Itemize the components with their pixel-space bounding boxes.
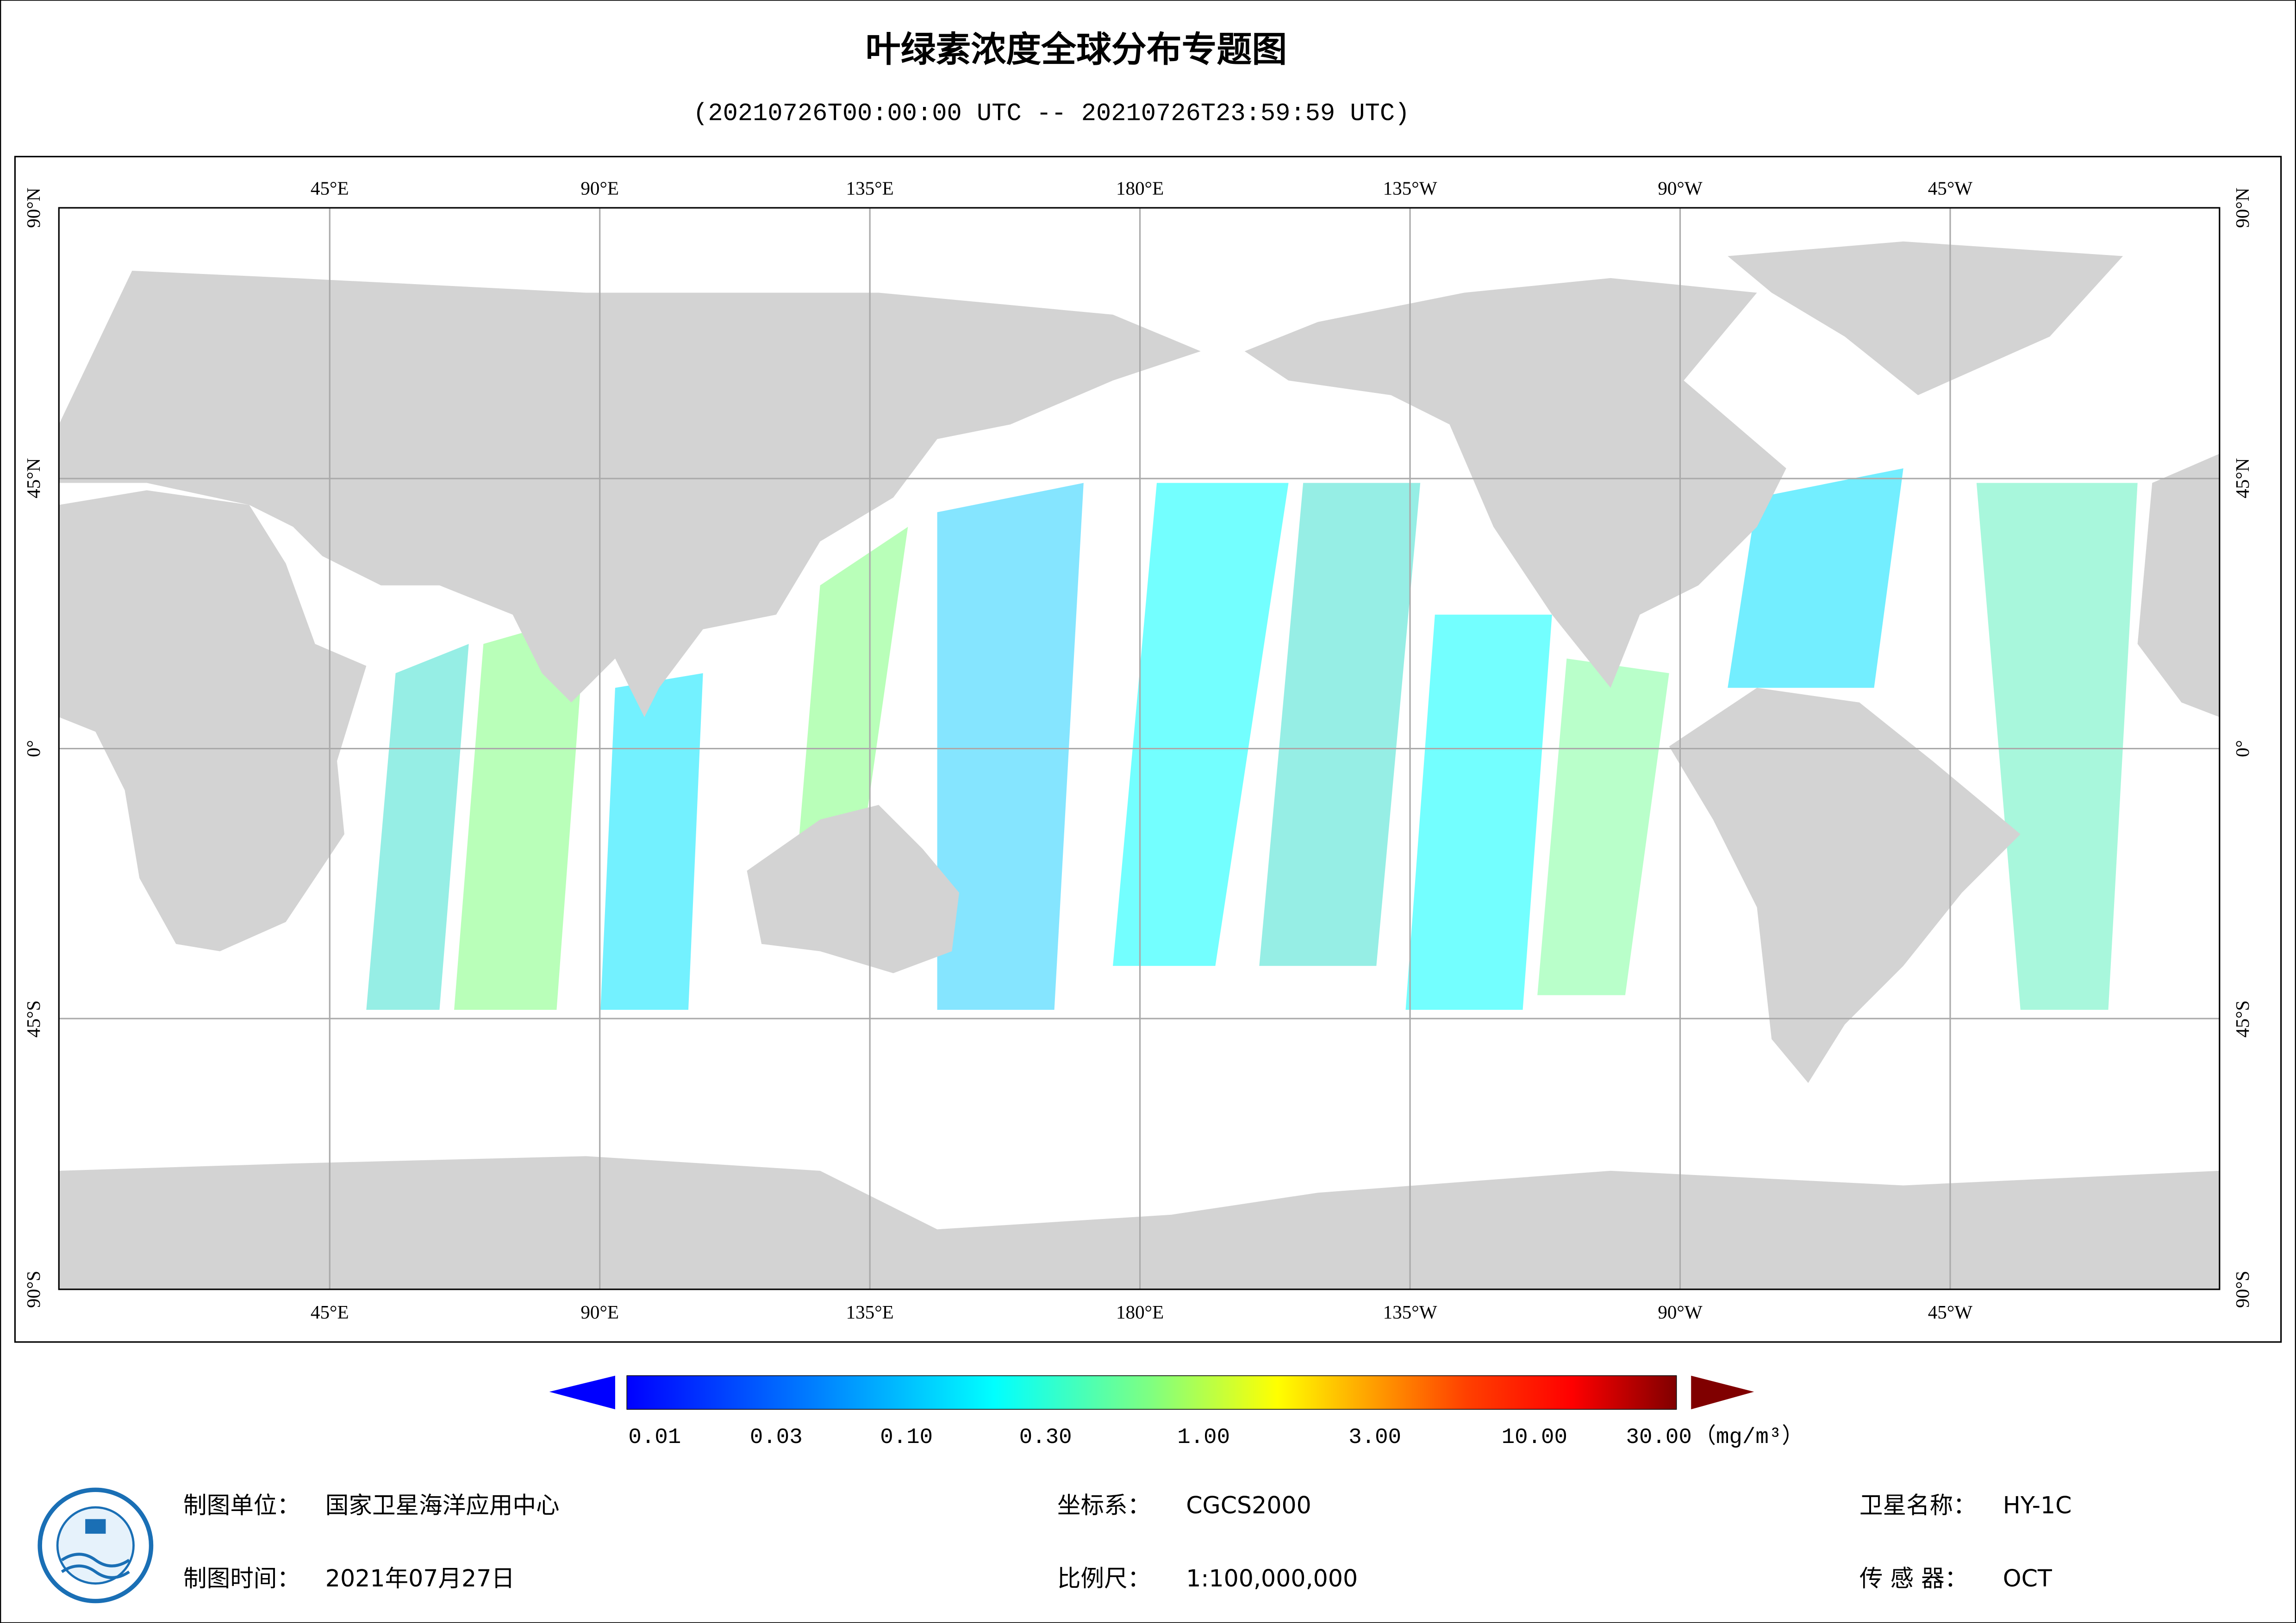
graticule (59, 208, 2220, 1289)
lon-label-top: 135°E (846, 178, 894, 199)
colorbar-bar (626, 1375, 1677, 1410)
satellite: HY-1C (2003, 1492, 2072, 1519)
colorbar-tick-label: 10.00 (1502, 1425, 1567, 1450)
colorbar-tick-label: 0.03 (750, 1425, 803, 1450)
logo (37, 1487, 154, 1604)
lat-label-right: 90°S (2232, 1271, 2253, 1308)
lon-label-bottom: 45°W (1928, 1301, 1973, 1323)
producer-label: 制图单位： (183, 1492, 300, 1519)
eurasia (59, 271, 1201, 717)
lat-label-left: 90°S (23, 1271, 44, 1308)
colorbar-tick-label: 0.30 (1019, 1425, 1072, 1450)
map-frame (14, 155, 2282, 1343)
north-america (1244, 278, 1786, 688)
south-america (1669, 688, 2021, 1083)
lat-label-left: 90°N (23, 187, 44, 228)
lon-label-top: 135°W (1383, 178, 1437, 199)
lon-label-bottom: 135°E (846, 1301, 894, 1323)
sensor-label: 传 感 器： (1859, 1565, 1968, 1592)
lon-label-bottom: 135°W (1383, 1301, 1437, 1323)
lon-label-bottom: 45°E (311, 1301, 349, 1323)
lon-label-top: 180°E (1116, 178, 1164, 199)
colorbar-tick-label: 0.01 (628, 1425, 681, 1450)
lat-label-right: 0° (2232, 740, 2253, 757)
antarctica (59, 1156, 2220, 1289)
lon-label-top: 90°E (580, 178, 619, 199)
scale: 1:100,000,000 (1186, 1565, 1358, 1592)
colorbar: 0.01 0.03 0.10 0.30 1.00 3.00 10.00 30.00 （mg/m… (549, 1375, 1804, 1450)
sensor: OCT (2003, 1565, 2053, 1592)
lat-label-left: 0° (23, 740, 44, 757)
colorbar-unit: （mg/m³） (1694, 1424, 1804, 1450)
swaths (366, 468, 2138, 1010)
colorbar-tick-label: 30.00 (1626, 1425, 1691, 1450)
map (58, 207, 2221, 1290)
lat-label-right: 45°N (2232, 458, 2253, 498)
greenland (1728, 241, 2123, 395)
axis-labels: 45°E 45°E 90°E 90°E 135°E 135°E 180°E 180°E 135°… (23, 178, 2253, 1323)
colorbar-high-arrow (1691, 1375, 1754, 1410)
title: 叶绿素浓度全球分布专题图 (866, 29, 1287, 70)
colorbar-tick-label: 1.00 (1177, 1425, 1230, 1450)
scale-label: 比例尺： (1057, 1565, 1151, 1592)
lon-label-bottom: 90°E (580, 1301, 619, 1323)
lat-label-right: 45°S (2232, 1001, 2253, 1038)
satellite-label: 卫星名称： (1859, 1492, 1977, 1519)
colorbar-low-arrow (549, 1375, 615, 1410)
lat-label-right: 90°N (2232, 187, 2253, 228)
date: 2021年07月27日 (325, 1565, 515, 1592)
producer: 国家卫星海洋应用中心 (325, 1492, 560, 1519)
crs-label: 坐标系： (1057, 1492, 1151, 1519)
date-label: 制图时间： (183, 1565, 300, 1592)
lon-label-bottom: 180°E (1116, 1301, 1164, 1323)
lat-label-left: 45°N (23, 458, 44, 498)
europe-africa-east (2137, 454, 2220, 717)
map-border (58, 207, 2221, 1290)
lon-label-bottom: 90°W (1658, 1301, 1703, 1323)
subtitle: (20210726T00:00:00 UTC -- 20210726T23:59… (693, 99, 1410, 128)
colorbar-tick-label: 3.00 (1348, 1425, 1401, 1450)
australia (747, 805, 960, 973)
lon-label-top: 90°W (1658, 178, 1703, 199)
colorbar-tick-label: 0.10 (880, 1425, 933, 1450)
africa (59, 490, 367, 951)
lon-label-top: 45°E (311, 178, 349, 199)
crs: CGCS2000 (1186, 1492, 1311, 1519)
lat-label-left: 45°S (23, 1001, 44, 1038)
lon-label-top: 45°W (1928, 178, 1973, 199)
